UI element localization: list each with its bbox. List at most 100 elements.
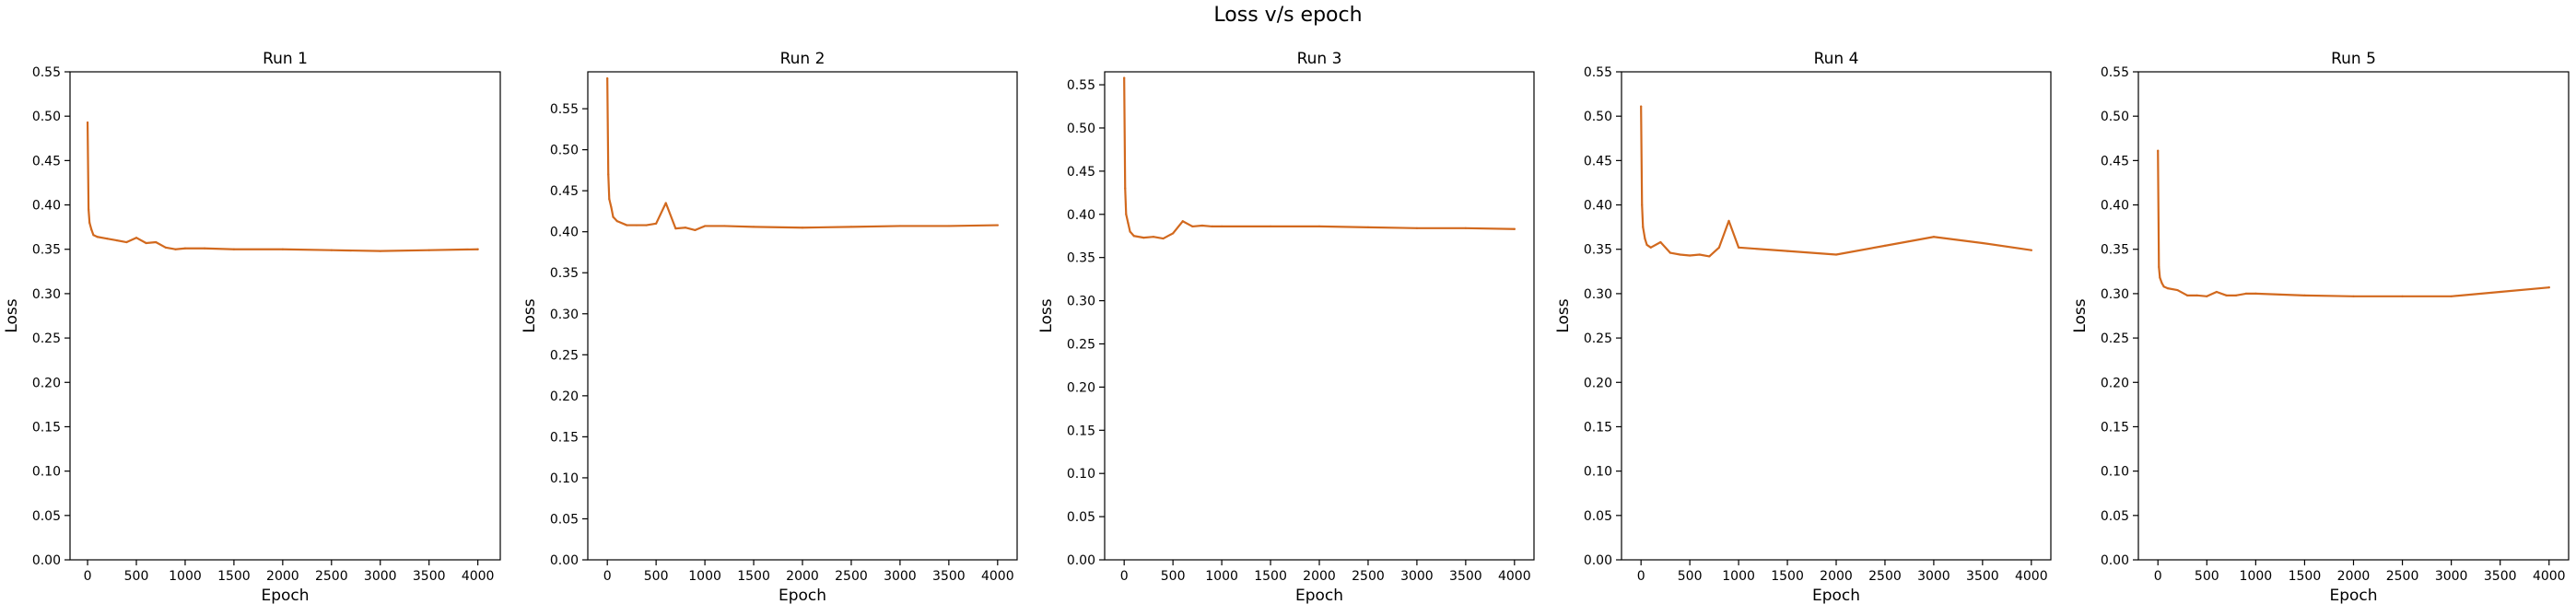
data-point (476, 248, 479, 250)
x-tick-label: 3500 (413, 569, 446, 584)
y-tick-label: 0.15 (550, 430, 579, 445)
data-point (1124, 187, 1127, 190)
x-axis-label: Epoch (1812, 587, 1860, 605)
data-point (1162, 237, 1165, 240)
data-point (2215, 290, 2219, 294)
y-tick-label: 0.55 (1067, 78, 1095, 93)
data-point (2185, 294, 2189, 296)
y-tick-label: 0.15 (2101, 420, 2129, 435)
data-point (96, 236, 99, 238)
data-point (2176, 288, 2179, 292)
y-tick-label: 0.20 (550, 389, 579, 404)
y-tick-label: 0.50 (550, 144, 579, 158)
data-point (88, 221, 91, 224)
data-point (1200, 224, 1204, 227)
data-point (635, 224, 638, 227)
data-point (610, 205, 613, 209)
y-tick-label: 0.55 (1584, 65, 1612, 80)
data-point (115, 238, 118, 242)
x-tick-label: 500 (644, 569, 669, 584)
data-point (801, 227, 804, 229)
data-point (898, 225, 902, 227)
y-tick-label: 0.40 (32, 199, 61, 214)
data-point (2166, 287, 2169, 290)
y-tick-label: 0.30 (1067, 295, 1095, 309)
data-point (1125, 213, 1128, 215)
data-point (379, 250, 381, 252)
y-tick-label: 0.40 (550, 226, 579, 240)
data-point (1708, 255, 1711, 258)
data-point (1834, 253, 1838, 256)
data-point (2206, 295, 2208, 297)
x-tick-label: 500 (1161, 569, 1186, 584)
y-tick-label: 0.55 (2101, 65, 2129, 80)
y-tick-label: 0.30 (550, 308, 579, 322)
subplot-run-5: Run 5 0 500 1000 1500 2000 2500 3000 3500 4000 0.0… (2071, 50, 2570, 605)
x-tick-label: 4000 (981, 569, 1014, 584)
y-tick-label: 0.00 (1067, 553, 1095, 568)
y-tick-label: 0.35 (1067, 251, 1095, 266)
data-point (1269, 225, 1272, 228)
data-point (174, 248, 177, 250)
data-point (2235, 294, 2238, 296)
data-point (723, 225, 726, 227)
data-point (125, 240, 128, 244)
data-point (92, 234, 95, 237)
y-axis-label: Loss (2071, 298, 2090, 332)
x-tick-label: 1000 (1722, 569, 1755, 584)
subplot-run-4: Run 4 0 500 1000 1500 2000 2500 3000 3500 4000 0.0… (1554, 50, 2052, 605)
data-point (1786, 250, 1789, 252)
y-tick-label: 0.35 (1584, 243, 1612, 258)
data-point (1737, 246, 1740, 249)
series-line-1 (86, 121, 479, 252)
data-point (1981, 241, 1984, 245)
y-tick-label: 0.20 (1584, 376, 1612, 390)
data-point (674, 227, 677, 230)
x-tick-label: 4000 (1498, 569, 1531, 584)
data-point (2195, 294, 2198, 296)
data-point (2254, 292, 2257, 296)
data-point (2030, 249, 2032, 251)
data-point (1211, 225, 1213, 228)
data-point (612, 215, 615, 218)
x-tick-label: 4000 (2015, 569, 2048, 584)
y-tick-label: 0.20 (32, 376, 61, 390)
data-point (1142, 237, 1145, 239)
x-tick-label: 1000 (169, 569, 202, 584)
data-point (145, 241, 147, 245)
data-point (2225, 294, 2228, 296)
data-point (1641, 203, 1644, 206)
data-point (1172, 232, 1175, 235)
data-point (694, 228, 697, 232)
data-point (2499, 290, 2501, 294)
data-point (2157, 149, 2160, 152)
y-tick-label: 0.15 (32, 420, 61, 435)
data-point (703, 225, 707, 227)
data-point (1645, 243, 1648, 247)
y-tick-label: 0.45 (1067, 165, 1095, 180)
data-point (608, 197, 611, 201)
data-point (626, 224, 628, 227)
y-tick-label: 0.20 (2101, 376, 2129, 390)
data-point (88, 208, 90, 211)
data-point (1932, 236, 1936, 238)
y-tick-label: 0.45 (32, 154, 61, 169)
data-point (1669, 251, 1672, 254)
x-tick-label: 2000 (266, 569, 299, 584)
y-tick-label: 0.55 (32, 65, 61, 80)
y-tick-label: 0.25 (1067, 337, 1095, 352)
y-tick-label: 0.30 (2101, 287, 2129, 302)
data-point (1698, 253, 1701, 256)
data-point (2303, 294, 2306, 296)
y-tick-label: 0.00 (550, 553, 579, 568)
data-point (155, 240, 158, 244)
x-tick-label: 1000 (2240, 569, 2273, 584)
data-point (1123, 76, 1126, 79)
data-point (2158, 265, 2160, 269)
y-tick-label: 0.55 (550, 102, 579, 117)
y-tick-label: 0.25 (1584, 331, 1612, 346)
y-tick-label: 0.10 (1067, 467, 1095, 482)
y-tick-label: 0.00 (32, 553, 61, 568)
y-tick-label: 0.35 (550, 266, 579, 281)
x-tick-label: 0 (603, 569, 612, 584)
